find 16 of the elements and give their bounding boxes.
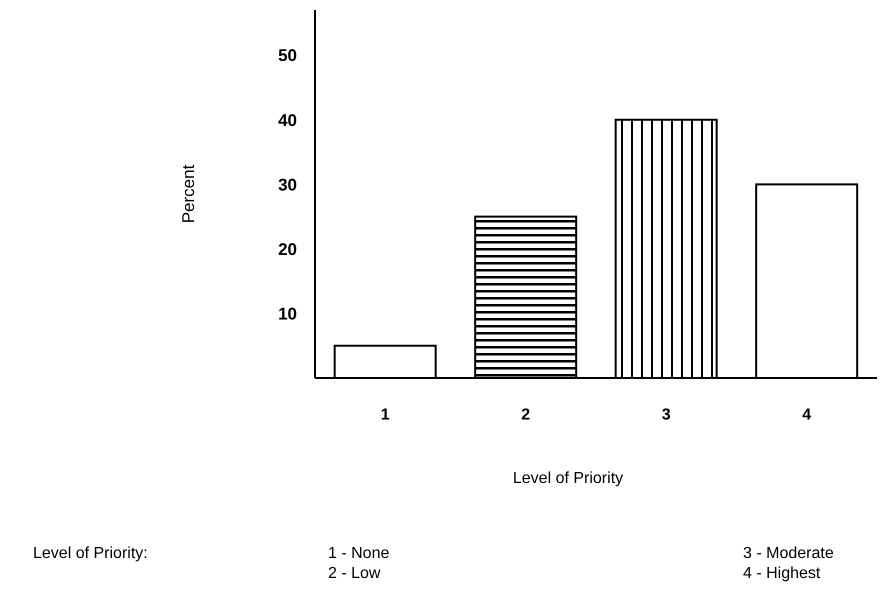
text: 3 - Moderate bbox=[743, 545, 834, 563]
y-tick-label: 50 bbox=[278, 46, 297, 66]
text: 2 - Low bbox=[328, 565, 380, 583]
text: 1 - None bbox=[328, 545, 390, 563]
y-axis-title: Percent bbox=[179, 164, 198, 224]
y-tick-label: 10 bbox=[278, 304, 297, 324]
x-axis-title: Level of Priority bbox=[512, 470, 624, 488]
y-tick-label: 40 bbox=[278, 110, 297, 130]
x-tick-label: 2 bbox=[521, 406, 530, 424]
text: Level of Priority: bbox=[33, 545, 148, 563]
x-tick-label: 3 bbox=[662, 406, 671, 424]
text: 4 - Highest bbox=[743, 565, 820, 583]
y-tick-label: 30 bbox=[278, 175, 297, 194]
x-tick-label: 4 bbox=[802, 406, 812, 424]
x-tick-label: 1 bbox=[380, 406, 390, 424]
y-tick-label: 20 bbox=[278, 240, 297, 259]
